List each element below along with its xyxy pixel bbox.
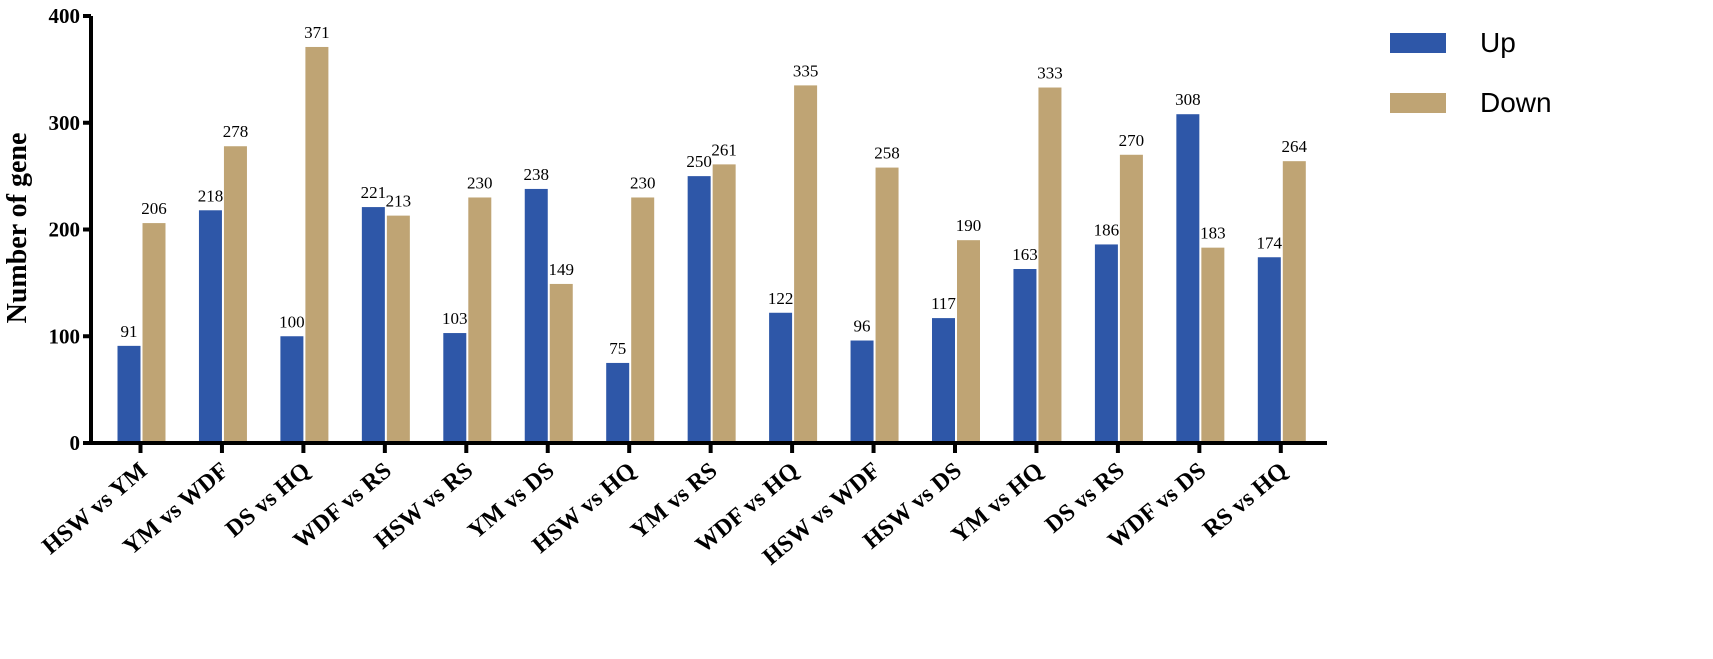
data-label-down-15: 264 xyxy=(1282,137,1308,156)
data-label-down-3: 371 xyxy=(304,23,330,42)
data-label-down-13: 270 xyxy=(1119,131,1145,150)
data-label-up-4: 221 xyxy=(361,183,387,202)
data-labels-layer: 91 206 218 278 100 371 221 213 103 230 238 149 75 230… xyxy=(121,23,1308,358)
bar-up-1 xyxy=(117,345,141,443)
bar-up-3 xyxy=(280,336,304,443)
category-label-15: RS vs HQ xyxy=(1198,458,1292,543)
data-label-down-9: 335 xyxy=(793,61,819,80)
bar-down-1 xyxy=(142,223,166,443)
legend-label-up: Up xyxy=(1480,27,1516,58)
data-label-down-14: 183 xyxy=(1200,224,1226,243)
bar-down-13 xyxy=(1119,154,1143,443)
y-tick-label-200: 200 xyxy=(49,218,81,242)
axes-layer: 0 100 200 300 400 xyxy=(49,4,1327,455)
data-label-up-5: 103 xyxy=(442,309,468,328)
bar-up-15 xyxy=(1257,257,1281,443)
bar-up-4 xyxy=(361,207,385,443)
data-label-down-12: 333 xyxy=(1037,64,1063,83)
y-tick-label-400: 400 xyxy=(49,4,81,28)
bar-down-15 xyxy=(1282,161,1306,443)
bar-up-10 xyxy=(850,340,874,443)
bar-down-5 xyxy=(468,197,492,443)
category-label-12: YM vs HQ xyxy=(947,458,1048,549)
bar-up-11 xyxy=(932,318,955,443)
legend: Up Down xyxy=(1390,27,1552,118)
data-label-up-8: 250 xyxy=(686,152,712,171)
bar-down-6 xyxy=(549,283,573,443)
bar-down-8 xyxy=(712,164,736,443)
data-label-up-10: 96 xyxy=(854,317,871,336)
data-label-up-15: 174 xyxy=(1257,233,1283,252)
data-label-down-5: 230 xyxy=(467,173,493,192)
bar-up-12 xyxy=(1013,269,1037,443)
data-label-down-7: 230 xyxy=(630,173,656,192)
bar-down-7 xyxy=(631,197,655,443)
bar-up-2 xyxy=(198,210,222,443)
legend-swatch-down xyxy=(1390,93,1446,113)
data-label-down-10: 258 xyxy=(874,144,900,163)
data-label-up-3: 100 xyxy=(279,312,305,331)
data-label-up-14: 308 xyxy=(1175,90,1201,109)
bar-down-10 xyxy=(875,167,899,443)
bar-down-9 xyxy=(794,85,818,443)
data-label-up-11: 117 xyxy=(931,294,956,313)
data-label-up-2: 218 xyxy=(198,186,224,205)
y-tick-label-300: 300 xyxy=(49,111,81,135)
data-label-down-8: 261 xyxy=(711,140,737,159)
legend-swatch-up xyxy=(1390,33,1446,53)
bar-up-13 xyxy=(1094,244,1118,443)
bar-down-4 xyxy=(386,215,410,443)
bar-down-12 xyxy=(1038,87,1062,444)
bar-up-9 xyxy=(769,312,793,443)
data-label-down-6: 149 xyxy=(549,260,575,279)
y-tick-label-100: 100 xyxy=(49,324,81,348)
bar-down-3 xyxy=(305,46,329,444)
bar-down-14 xyxy=(1201,247,1225,443)
data-label-down-11: 190 xyxy=(956,216,982,235)
legend-label-down: Down xyxy=(1480,87,1552,118)
bar-up-6 xyxy=(524,188,548,443)
bar-up-5 xyxy=(443,333,467,443)
bars-layer xyxy=(117,46,1306,444)
data-label-up-9: 122 xyxy=(768,289,794,308)
data-label-up-7: 75 xyxy=(609,339,626,358)
data-label-down-2: 278 xyxy=(223,122,249,141)
bar-down-2 xyxy=(223,146,247,444)
y-axis-title: Number of gene xyxy=(2,133,33,324)
data-label-up-6: 238 xyxy=(524,165,550,184)
data-label-up-1: 91 xyxy=(121,322,138,341)
y-tick-label-0: 0 xyxy=(70,431,81,455)
data-label-up-12: 163 xyxy=(1012,245,1038,264)
data-label-up-13: 186 xyxy=(1094,220,1120,239)
bar-up-8 xyxy=(687,176,711,444)
data-label-down-1: 206 xyxy=(141,199,167,218)
data-label-down-4: 213 xyxy=(386,192,412,211)
bar-down-11 xyxy=(957,240,980,443)
bar-up-7 xyxy=(606,362,630,443)
bar-up-14 xyxy=(1176,114,1200,444)
